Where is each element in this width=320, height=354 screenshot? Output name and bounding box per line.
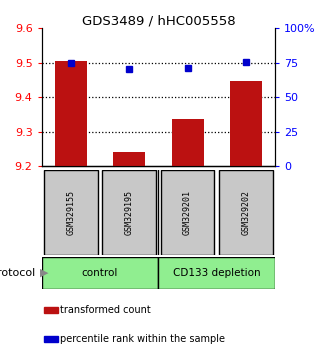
Text: protocol: protocol <box>0 268 35 278</box>
Bar <box>102 170 156 255</box>
Bar <box>230 81 262 166</box>
Bar <box>172 119 204 166</box>
Text: GSM329155: GSM329155 <box>66 190 75 235</box>
Text: GSM329201: GSM329201 <box>183 190 192 235</box>
Bar <box>44 307 58 313</box>
Bar <box>219 170 273 255</box>
Bar <box>161 170 214 255</box>
Bar <box>158 257 275 289</box>
Bar <box>42 257 158 289</box>
Text: control: control <box>82 268 118 278</box>
Text: ▶: ▶ <box>40 268 49 278</box>
Bar <box>44 170 98 255</box>
Text: CD133 depletion: CD133 depletion <box>173 268 260 278</box>
Bar <box>44 336 58 342</box>
Bar <box>113 152 145 166</box>
Bar <box>55 62 87 166</box>
Text: transformed count: transformed count <box>60 305 151 315</box>
Title: GDS3489 / hHC005558: GDS3489 / hHC005558 <box>82 14 235 27</box>
Text: GSM329195: GSM329195 <box>125 190 134 235</box>
Text: percentile rank within the sample: percentile rank within the sample <box>60 334 225 344</box>
Text: GSM329202: GSM329202 <box>242 190 251 235</box>
